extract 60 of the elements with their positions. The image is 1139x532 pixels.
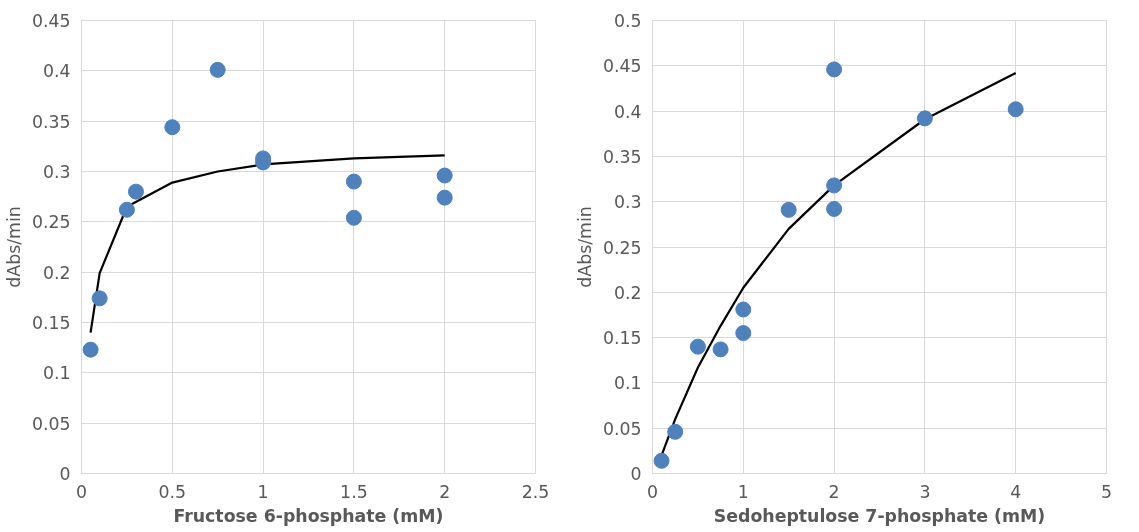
x-axis-title: Fructose 6-phosphate (mM) bbox=[173, 505, 444, 526]
point bbox=[826, 177, 843, 194]
x-tick-label: 0.5 bbox=[158, 481, 187, 502]
point bbox=[118, 201, 135, 218]
y-tick-label: 0.4 bbox=[613, 101, 642, 122]
y-tick-label: 0.35 bbox=[602, 146, 642, 167]
point bbox=[436, 167, 453, 184]
y-tick-label: 0.1 bbox=[42, 363, 71, 384]
x-tick-label: 2.5 bbox=[521, 481, 550, 502]
y-tick-label: 0.05 bbox=[31, 413, 71, 434]
point bbox=[689, 338, 706, 355]
y-tick-label: 0.3 bbox=[42, 162, 71, 182]
x-tick-label: 1.5 bbox=[340, 481, 368, 502]
x-tick-label: 1 bbox=[737, 481, 749, 502]
point bbox=[127, 183, 144, 200]
y-tick-label: 0.4 bbox=[42, 61, 71, 82]
y-axis-title: dAbs/min bbox=[574, 206, 595, 288]
point bbox=[712, 341, 729, 358]
y-tick-label: 0.5 bbox=[613, 11, 642, 31]
x-tick-label: 0 bbox=[75, 481, 88, 502]
x-tick-label: 4 bbox=[1010, 481, 1022, 502]
y-tick-label: 0.15 bbox=[602, 328, 642, 349]
point bbox=[345, 173, 362, 190]
x-tick-label: 3 bbox=[919, 481, 931, 502]
x-tick-label: 2 bbox=[828, 481, 840, 502]
point bbox=[735, 325, 752, 342]
line-series bbox=[89, 154, 446, 334]
point bbox=[345, 209, 362, 226]
point bbox=[209, 61, 226, 78]
y-tick-label: 0.3 bbox=[613, 192, 642, 213]
point bbox=[735, 301, 752, 318]
y-tick-label: 0.2 bbox=[613, 282, 642, 303]
point bbox=[653, 452, 670, 469]
y-tick-label: 0.15 bbox=[31, 313, 71, 333]
x-tick-label: 1 bbox=[257, 481, 269, 502]
x-tick-label: 2 bbox=[439, 481, 451, 502]
point bbox=[667, 423, 684, 440]
x-tick-label: 0 bbox=[646, 481, 659, 502]
y-tick-label: 0.25 bbox=[602, 237, 642, 258]
y-tick-label: 0 bbox=[59, 464, 71, 484]
y-axis-title: dAbs/min bbox=[3, 206, 24, 288]
point bbox=[916, 110, 933, 127]
point bbox=[82, 341, 99, 358]
y-tick-label: 0.25 bbox=[31, 212, 71, 233]
point bbox=[826, 200, 843, 217]
x-axis-title: Sedoheptulose 7-phosphate (mM) bbox=[713, 505, 1046, 526]
point bbox=[780, 201, 797, 218]
y-tick-label: 0.45 bbox=[602, 56, 642, 77]
y-tick-label: 0.1 bbox=[613, 373, 642, 394]
y-tick-label: 0.45 bbox=[31, 11, 71, 31]
point bbox=[1007, 101, 1024, 118]
point bbox=[164, 119, 181, 136]
point bbox=[91, 290, 108, 307]
y-tick-label: 0.05 bbox=[602, 418, 642, 439]
x-tick-label: 5 bbox=[1100, 481, 1113, 502]
y-tick-label: 0.2 bbox=[42, 262, 71, 283]
point bbox=[826, 61, 843, 78]
point bbox=[436, 189, 453, 206]
y-tick-label: 0 bbox=[630, 464, 642, 484]
y-tick-label: 0.35 bbox=[31, 111, 71, 132]
